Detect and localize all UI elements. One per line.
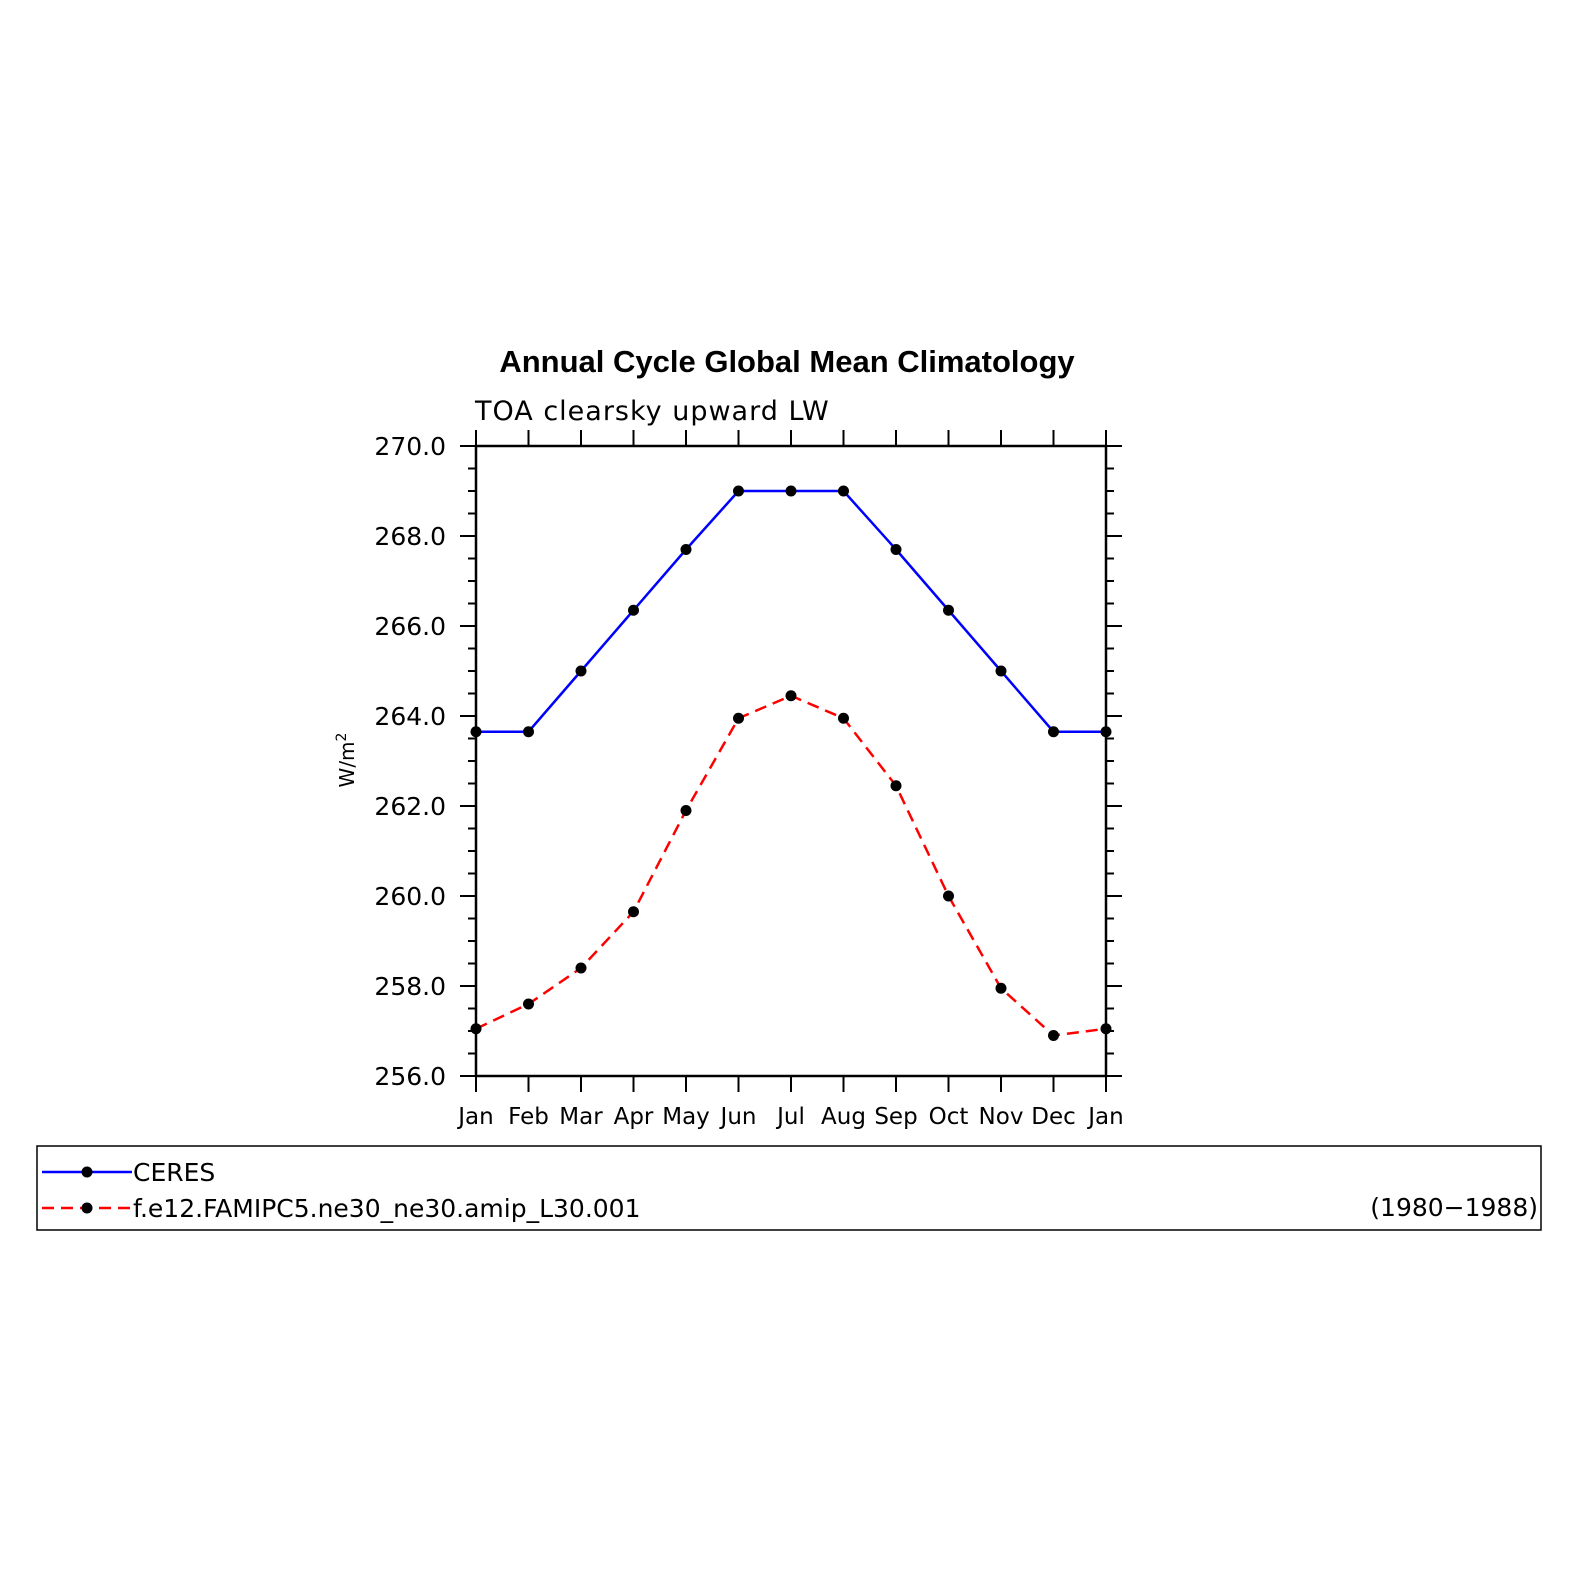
series-2-point — [680, 805, 692, 816]
plot-axes: 256.0 258.0 260.0 262.0 264.0 266.0 268.0 270.0… — [374, 430, 1124, 1130]
x-tick-label: Mar — [559, 1104, 603, 1130]
legend: CERES f.e12.FAMIPC5.ne30_ne30.amip_L30.00… — [36, 1145, 1542, 1231]
series-2-point — [733, 712, 744, 724]
series-1-point — [733, 485, 744, 497]
x-tick-label: Jun — [719, 1104, 757, 1130]
series-1-point — [995, 665, 1007, 677]
y-tick-label: 264.0 — [374, 702, 446, 731]
x-tick-label: Jul — [775, 1104, 805, 1130]
legend-note: (1980−1988) — [1370, 1193, 1538, 1222]
series-1-point — [523, 726, 534, 738]
y-tick-label: 270.0 — [374, 432, 446, 461]
x-tick-label: Dec — [1031, 1104, 1076, 1130]
legend-box — [36, 1145, 1542, 1231]
series-1-point — [785, 485, 797, 497]
y-tick-label: 260.0 — [374, 882, 446, 911]
series-2-point — [523, 998, 534, 1010]
y-axis-label-superscript: 2 — [334, 733, 350, 742]
series-2-point — [1048, 1030, 1059, 1041]
y-axis-label-base: W/m — [335, 741, 359, 787]
x-tick-label: Sep — [874, 1104, 917, 1130]
series-line-2 — [475, 694, 1107, 1037]
series-2-point — [785, 690, 797, 702]
x-tick-label: Jan — [1086, 1104, 1123, 1130]
series-2-point — [995, 982, 1007, 994]
series-1-point — [1100, 726, 1112, 738]
x-tick-label: Feb — [508, 1104, 549, 1130]
y-tick-label: 256.0 — [374, 1062, 446, 1091]
series-2-point — [838, 712, 849, 724]
series-1-point — [838, 485, 849, 497]
series-1-point — [470, 726, 482, 738]
chart-subtitle: TOA clearsky upward LW — [474, 396, 830, 427]
series-2-point — [575, 962, 587, 974]
series-2-point — [890, 780, 902, 792]
series-1-point — [1048, 726, 1059, 738]
legend-label: f.e12.FAMIPC5.ne30_ne30.amip_L30.001 — [133, 1194, 641, 1223]
y-tick-label: 268.0 — [374, 522, 446, 551]
series-1-point — [890, 544, 902, 555]
legend-swatch-marker — [81, 1166, 93, 1178]
series-2-point — [470, 1023, 482, 1035]
x-tick-label: Jan — [456, 1104, 493, 1130]
plot-series — [470, 485, 1112, 1041]
y-axis-label: W/m2 — [334, 733, 359, 788]
series-2-point — [943, 890, 954, 902]
series-1-point — [628, 604, 639, 616]
series-1-point — [680, 544, 692, 555]
series-1-point — [575, 665, 587, 677]
legend-swatch-marker — [81, 1202, 93, 1214]
x-tick-label: Oct — [929, 1104, 969, 1130]
legend-label: CERES — [133, 1158, 215, 1187]
series-1-point — [943, 604, 954, 616]
x-tick-label: May — [662, 1104, 710, 1130]
plot-frame — [474, 444, 1108, 1078]
series-2-point — [1100, 1023, 1112, 1035]
chart-title: Annual Cycle Global Mean Climatology — [499, 344, 1075, 379]
x-tick-label: Apr — [614, 1104, 654, 1130]
y-tick-label: 262.0 — [374, 792, 446, 821]
legend-items: CERES f.e12.FAMIPC5.ne30_ne30.amip_L30.00… — [42, 1158, 641, 1223]
x-tick-label: Nov — [979, 1104, 1024, 1130]
series-2-point — [628, 906, 639, 918]
y-tick-label: 258.0 — [374, 972, 446, 1001]
x-tick-label: Aug — [821, 1104, 866, 1130]
y-tick-label: 266.0 — [374, 612, 446, 641]
